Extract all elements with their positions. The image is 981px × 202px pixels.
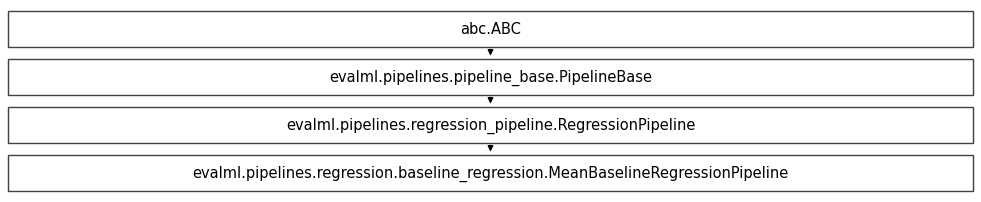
FancyBboxPatch shape <box>8 12 973 47</box>
Text: evalml.pipelines.pipeline_base.PipelineBase: evalml.pipelines.pipeline_base.PipelineB… <box>329 69 652 85</box>
Text: evalml.pipelines.regression.baseline_regression.MeanBaselineRegressionPipeline: evalml.pipelines.regression.baseline_reg… <box>192 165 789 181</box>
Text: evalml.pipelines.regression_pipeline.RegressionPipeline: evalml.pipelines.regression_pipeline.Reg… <box>285 117 696 133</box>
FancyBboxPatch shape <box>8 155 973 190</box>
FancyBboxPatch shape <box>8 59 973 95</box>
FancyBboxPatch shape <box>8 107 973 143</box>
Text: abc.ABC: abc.ABC <box>460 22 521 37</box>
